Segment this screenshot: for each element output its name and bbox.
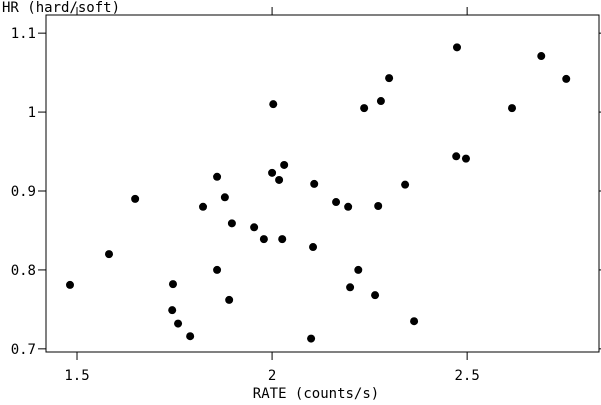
point xyxy=(105,250,114,259)
point xyxy=(374,201,383,210)
point xyxy=(562,74,571,83)
point xyxy=(346,283,355,292)
x-tick-label: 2.5 xyxy=(454,368,479,384)
point xyxy=(354,265,363,274)
y-tick-label: 0.8 xyxy=(11,263,36,279)
point xyxy=(385,74,394,83)
point xyxy=(376,97,385,106)
x-tick-label: 2 xyxy=(268,368,276,384)
point xyxy=(269,100,278,109)
plot-frame xyxy=(45,14,600,353)
point xyxy=(371,291,380,300)
point xyxy=(401,180,410,189)
y-tick-label: 0.9 xyxy=(11,184,36,200)
point xyxy=(174,319,183,328)
point xyxy=(410,317,419,326)
point xyxy=(307,334,316,343)
y-axis-label: HR (hard/soft) xyxy=(2,0,120,16)
point xyxy=(278,235,287,244)
point xyxy=(275,175,284,184)
x-tick-label: 1.5 xyxy=(64,368,89,384)
x-axis-label: RATE (counts/s) xyxy=(253,386,379,402)
point xyxy=(186,332,195,341)
point xyxy=(360,104,369,113)
point xyxy=(344,202,353,211)
point xyxy=(309,243,318,252)
point xyxy=(250,223,259,232)
point xyxy=(259,235,268,244)
point xyxy=(220,193,229,202)
point xyxy=(199,202,208,211)
point xyxy=(452,43,461,52)
point xyxy=(537,52,546,61)
point xyxy=(168,280,177,289)
y-tick-label: 1.1 xyxy=(11,26,36,42)
y-tick-label: 1 xyxy=(28,105,36,121)
point xyxy=(508,104,517,113)
point xyxy=(280,160,289,169)
point xyxy=(213,265,222,274)
point xyxy=(268,168,277,177)
point xyxy=(310,179,319,188)
point xyxy=(461,154,470,163)
point xyxy=(225,295,234,304)
point xyxy=(65,280,74,289)
point xyxy=(332,198,341,207)
y-tick-label: 0.7 xyxy=(11,342,36,358)
point xyxy=(452,152,461,161)
point xyxy=(213,172,222,181)
point xyxy=(131,194,140,203)
point xyxy=(227,219,236,228)
point xyxy=(168,306,177,315)
